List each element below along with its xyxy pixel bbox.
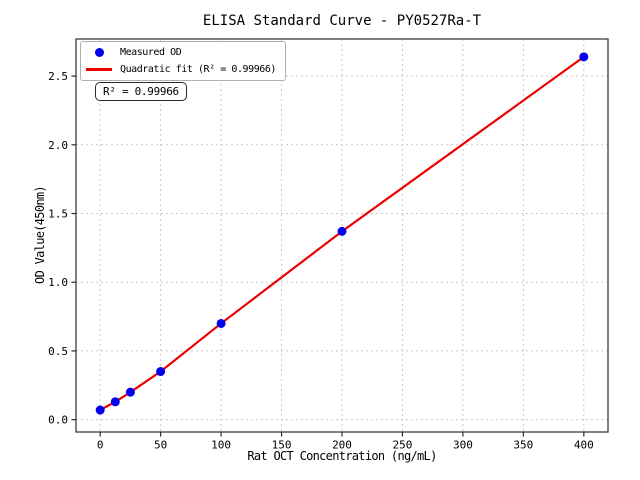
x-tick-label: 300 (453, 439, 473, 452)
legend-marker-cell (86, 47, 112, 57)
x-tick-label: 250 (393, 439, 413, 452)
y-tick-label: 0.0 (48, 414, 68, 427)
data-point (110, 397, 120, 407)
legend-label-quadratic-fit: Quadratic fit (R² = 0.99966) (120, 63, 276, 75)
legend-marker-cell (86, 67, 112, 71)
data-point (156, 367, 166, 377)
y-tick-label: 1.0 (48, 276, 68, 289)
y-tick-label: 2.0 (48, 139, 68, 152)
y-tick-label: 0.5 (48, 345, 68, 358)
legend-item-measured-od: Measured OD (86, 46, 276, 58)
chart-title: ELISA Standard Curve - PY0527Ra-T (202, 13, 482, 29)
data-point (125, 387, 135, 397)
x-tick-label: 200 (332, 439, 352, 452)
y-tick-label: 2.5 (48, 70, 68, 83)
r-squared-annotation: R² = 0.99966 (95, 82, 187, 101)
data-point (216, 318, 226, 328)
x-tick-label: 0 (97, 439, 104, 452)
y-tick-label: 1.5 (48, 208, 68, 221)
data-point (95, 405, 105, 415)
legend-label-measured-od: Measured OD (120, 46, 182, 58)
scatter-point-icon (94, 47, 104, 57)
x-tick-label: 400 (574, 439, 594, 452)
x-axis-label: Rat OCT Concentration (ng/mL) (247, 449, 437, 463)
data-point (579, 52, 589, 62)
x-tick-label: 50 (154, 439, 167, 452)
x-tick-label: 150 (272, 439, 292, 452)
legend: Measured OD Quadratic fit (R² = 0.99966) (80, 41, 286, 81)
fit-line-icon (86, 67, 112, 71)
x-tick-label: 350 (513, 439, 533, 452)
legend-item-quadratic-fit: Quadratic fit (R² = 0.99966) (86, 63, 276, 75)
x-tick-label: 100 (211, 439, 231, 452)
y-axis-label: OD Value(450nm) (33, 186, 47, 284)
data-point (337, 226, 347, 236)
